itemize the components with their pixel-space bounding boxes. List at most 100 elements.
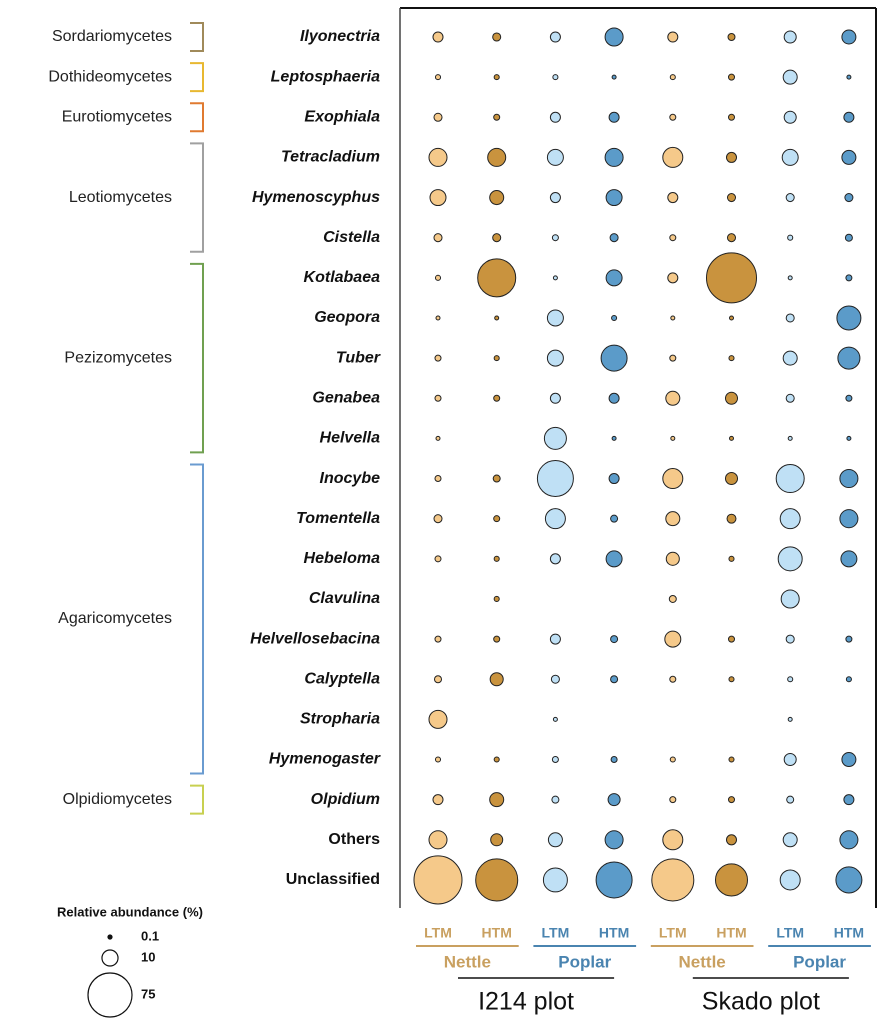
bubble (611, 314, 618, 322)
bubble (845, 635, 853, 643)
bubble (667, 272, 679, 284)
bubble (845, 274, 853, 282)
bubble (843, 794, 855, 806)
bubble (787, 676, 794, 683)
bubble (845, 394, 853, 402)
bubble (611, 74, 617, 80)
bubble (428, 830, 448, 850)
bubble (492, 233, 502, 243)
bubble (605, 189, 623, 207)
class-label: Eurotiomycetes (62, 108, 172, 125)
bubble (726, 233, 737, 243)
bubble (669, 113, 677, 121)
bubble (551, 756, 559, 764)
bubble (493, 555, 500, 562)
bubble (549, 553, 561, 565)
bubble (413, 855, 463, 905)
bubble (841, 29, 857, 45)
bubble (664, 630, 682, 648)
bubble (475, 858, 519, 902)
bubble (727, 796, 736, 804)
bubble (549, 392, 561, 404)
bubble (489, 672, 504, 687)
bubble (434, 635, 442, 643)
bubble (783, 110, 797, 124)
row-label: Inocybe (320, 470, 381, 487)
bubble (667, 31, 679, 43)
bubble (839, 830, 859, 850)
row-label: Tuber (336, 349, 381, 366)
bubble (552, 716, 558, 722)
bubble (543, 426, 567, 450)
bubble (785, 313, 795, 323)
bubble (552, 74, 559, 81)
bubble (726, 513, 737, 524)
row-label: Hebeloma (304, 550, 381, 567)
bubble (433, 675, 443, 684)
legend-bubble (107, 934, 113, 940)
bubble (435, 315, 441, 321)
row-label: Hymenoscyphus (252, 189, 380, 206)
bubble (487, 147, 507, 167)
bubble (725, 834, 738, 846)
bubble (727, 32, 736, 42)
bubble (777, 546, 803, 572)
bubble (779, 869, 801, 891)
bubble (662, 829, 684, 851)
row-label: Tetracladium (281, 149, 380, 166)
row-label: Stropharia (300, 711, 380, 728)
bubble (489, 792, 505, 808)
class-label: Olpidiomycetes (63, 791, 172, 808)
bubble (670, 435, 676, 441)
bubble (785, 393, 795, 403)
bubble (428, 147, 448, 167)
bubble (840, 550, 858, 568)
bubble (600, 344, 628, 372)
bubble (493, 113, 501, 121)
bubble (729, 315, 734, 321)
bubble (780, 589, 800, 609)
column-label: HTM (599, 925, 629, 941)
bubble (493, 756, 500, 763)
bubble (610, 514, 619, 523)
bubble (724, 391, 739, 405)
bubble (434, 74, 442, 81)
bubble (727, 635, 736, 643)
bubble (549, 192, 561, 204)
row-label: Clavulina (309, 590, 380, 607)
group-label: Poplar (793, 952, 846, 971)
row-label: Others (328, 831, 380, 848)
bubble (550, 674, 560, 684)
bubble (609, 233, 619, 243)
row-label: Kotlabaea (304, 269, 381, 286)
column-label: HTM (482, 925, 512, 941)
bubble (662, 146, 684, 168)
bubble (775, 464, 805, 494)
plot-label: Skado plot (702, 988, 820, 1016)
bubble (728, 756, 735, 763)
bubble (781, 148, 799, 166)
bubble (549, 633, 561, 645)
bubble (845, 676, 852, 683)
bubble (669, 354, 677, 362)
bubble (544, 508, 566, 530)
bubble (607, 793, 621, 807)
class-label: Dothideomycetes (48, 68, 172, 85)
plot-label: I214 plot (478, 988, 574, 1016)
bubble (727, 113, 736, 121)
group-label: Nettle (444, 952, 491, 971)
group-label: Nettle (679, 952, 726, 971)
bubble (787, 234, 794, 241)
bubble (846, 74, 852, 80)
row-label: Leptosphaeria (271, 68, 380, 85)
bubble (494, 315, 500, 321)
bubble (551, 234, 559, 242)
bubble (844, 193, 854, 203)
row-label: Geopora (314, 309, 380, 326)
row-label: Olpidium (311, 791, 380, 808)
bubble (714, 863, 749, 897)
class-label: Agaricomycetes (58, 610, 172, 627)
group-label: Poplar (558, 952, 611, 971)
bubble (429, 189, 447, 207)
